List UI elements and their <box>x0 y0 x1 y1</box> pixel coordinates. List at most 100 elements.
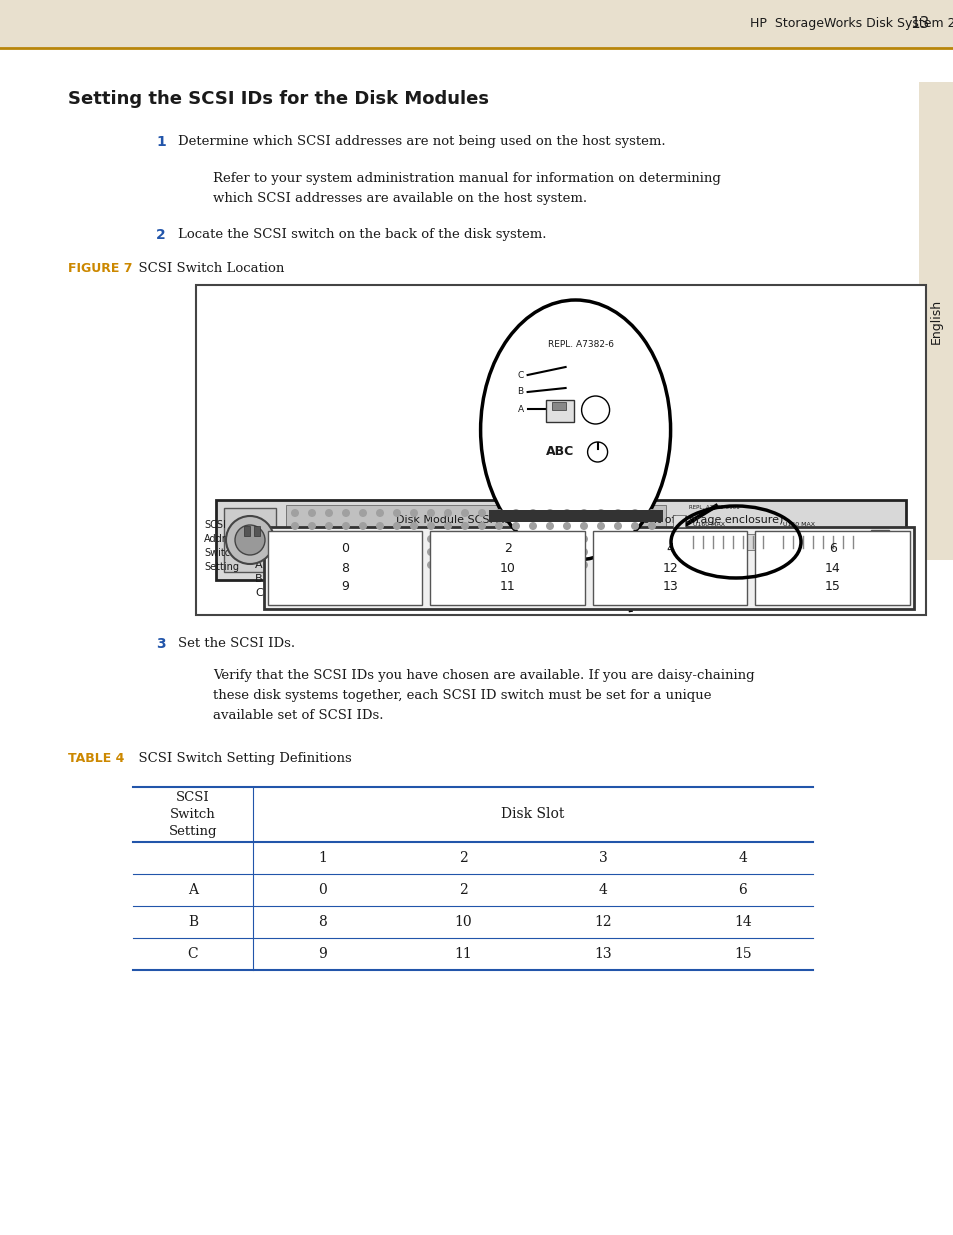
Text: 4: 4 <box>738 851 746 864</box>
Circle shape <box>410 509 417 517</box>
Circle shape <box>512 561 519 569</box>
Circle shape <box>427 522 435 530</box>
Circle shape <box>443 509 452 517</box>
Text: SCSI ◇ LVD/SE: SCSI ◇ LVD/SE <box>782 559 821 564</box>
Circle shape <box>291 522 298 530</box>
Text: A: A <box>254 559 262 571</box>
Circle shape <box>308 561 315 569</box>
Text: 12: 12 <box>594 915 611 929</box>
Circle shape <box>460 535 469 543</box>
Circle shape <box>529 509 537 517</box>
Text: 1: 1 <box>318 851 327 864</box>
Circle shape <box>341 522 350 530</box>
Text: SCSI Switch Setting Definitions: SCSI Switch Setting Definitions <box>130 752 352 764</box>
Circle shape <box>375 548 384 556</box>
Text: A: A <box>188 883 198 897</box>
Text: TABLE 4: TABLE 4 <box>68 752 124 764</box>
Circle shape <box>358 548 367 556</box>
Bar <box>551 403 565 410</box>
Circle shape <box>226 516 274 564</box>
Text: Determine which SCSI addresses are not being used on the host system.: Determine which SCSI addresses are not b… <box>178 135 665 148</box>
Bar <box>672 515 684 527</box>
Text: Disk Slot: Disk Slot <box>500 808 564 821</box>
Circle shape <box>325 561 333 569</box>
Text: Refer to your system administration manual for information on determining: Refer to your system administration manu… <box>213 172 720 185</box>
Bar <box>870 530 888 548</box>
Circle shape <box>375 561 384 569</box>
Circle shape <box>545 548 554 556</box>
Circle shape <box>341 561 350 569</box>
Text: which SCSI addresses are available on the host system.: which SCSI addresses are available on th… <box>213 191 586 205</box>
Circle shape <box>630 548 639 556</box>
Circle shape <box>579 509 587 517</box>
Circle shape <box>460 548 469 556</box>
Bar <box>253 526 260 536</box>
Circle shape <box>614 535 621 543</box>
Circle shape <box>393 561 400 569</box>
Circle shape <box>410 522 417 530</box>
Text: C: C <box>254 588 263 598</box>
Bar <box>755 531 909 605</box>
Circle shape <box>630 561 639 569</box>
Text: SCSI
Switch
Setting: SCSI Switch Setting <box>169 790 217 839</box>
Circle shape <box>529 561 537 569</box>
Circle shape <box>393 509 400 517</box>
Ellipse shape <box>480 300 670 559</box>
Circle shape <box>375 522 384 530</box>
Circle shape <box>597 561 604 569</box>
Circle shape <box>512 535 519 543</box>
Circle shape <box>393 548 400 556</box>
Bar <box>779 534 858 550</box>
Circle shape <box>460 561 469 569</box>
Text: 0
8
9: 0 8 9 <box>341 542 349 594</box>
Circle shape <box>477 561 485 569</box>
Circle shape <box>545 509 554 517</box>
Text: 10: 10 <box>454 915 472 929</box>
Text: REPL. A7382-6: REPL. A7382-6 <box>547 340 613 350</box>
Text: C: C <box>188 947 198 961</box>
Circle shape <box>562 522 571 530</box>
Circle shape <box>614 548 621 556</box>
Circle shape <box>562 509 571 517</box>
Text: 2: 2 <box>156 228 166 242</box>
Circle shape <box>375 509 384 517</box>
Bar <box>195 285 925 615</box>
Circle shape <box>579 522 587 530</box>
Text: Verify that the SCSI IDs you have chosen are available. If you are daisy-chainin: Verify that the SCSI IDs you have chosen… <box>213 669 754 682</box>
Text: 6: 6 <box>738 883 746 897</box>
Text: 3: 3 <box>598 851 607 864</box>
Circle shape <box>410 561 417 569</box>
Circle shape <box>358 561 367 569</box>
Text: SCSI Switch Location: SCSI Switch Location <box>130 262 284 275</box>
Circle shape <box>427 561 435 569</box>
Circle shape <box>341 509 350 517</box>
Text: FIGURE 7: FIGURE 7 <box>68 262 132 275</box>
Circle shape <box>358 509 367 517</box>
Circle shape <box>495 548 502 556</box>
Circle shape <box>325 548 333 556</box>
Text: 15: 15 <box>734 947 751 961</box>
Bar <box>672 534 684 545</box>
Bar <box>593 531 747 605</box>
Circle shape <box>308 535 315 543</box>
Circle shape <box>341 548 350 556</box>
Circle shape <box>614 509 621 517</box>
Circle shape <box>443 548 452 556</box>
Text: HP  StorageWorks Disk System 2120: HP StorageWorks Disk System 2120 <box>749 17 953 31</box>
Circle shape <box>477 522 485 530</box>
Circle shape <box>443 535 452 543</box>
Circle shape <box>460 509 469 517</box>
Circle shape <box>562 535 571 543</box>
Circle shape <box>529 535 537 543</box>
Bar <box>430 531 584 605</box>
Bar <box>224 508 275 572</box>
Text: C: C <box>517 370 523 379</box>
Circle shape <box>477 509 485 517</box>
Text: these disk systems together, each SCSI ID switch must be set for a unique: these disk systems together, each SCSI I… <box>213 689 711 701</box>
Text: ABC  ⏻: ABC ⏻ <box>688 552 711 558</box>
Text: B: B <box>517 388 523 396</box>
Circle shape <box>495 509 502 517</box>
Circle shape <box>443 522 452 530</box>
Circle shape <box>545 535 554 543</box>
Circle shape <box>647 522 656 530</box>
